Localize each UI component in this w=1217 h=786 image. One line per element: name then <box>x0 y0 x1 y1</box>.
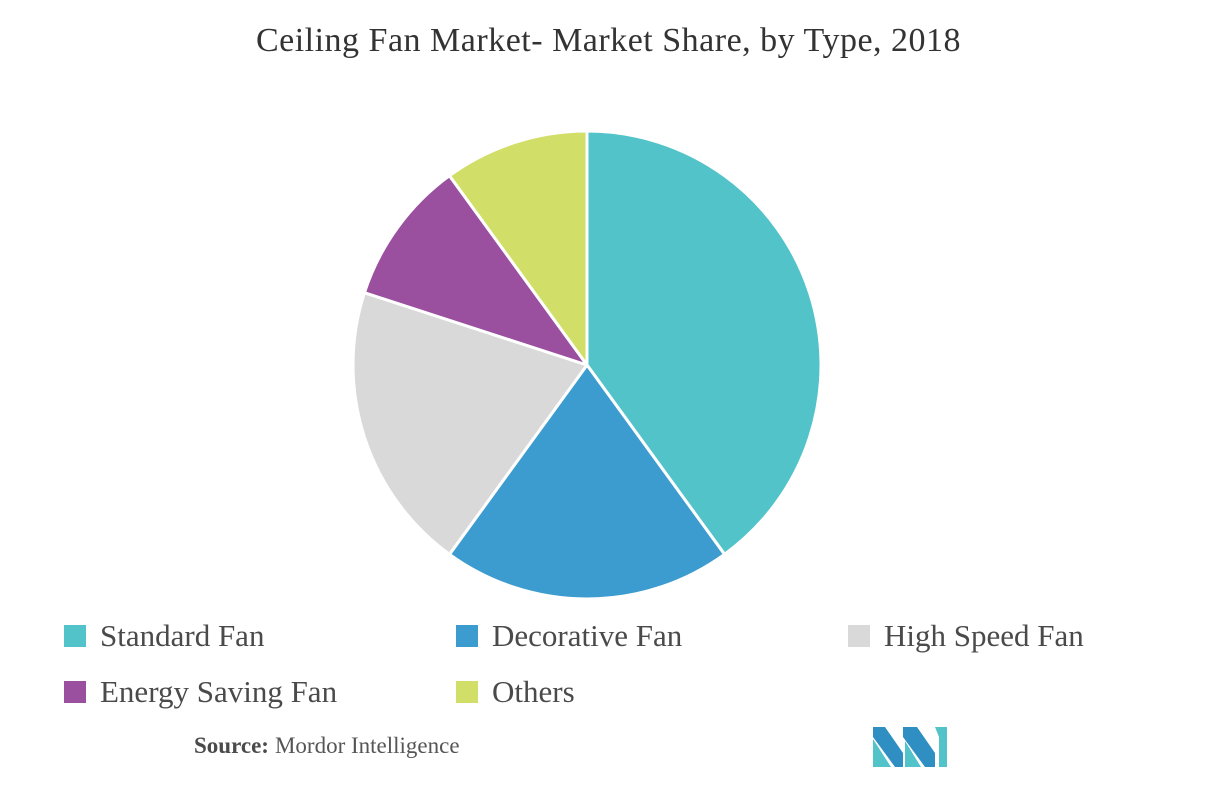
legend-item-others: Others <box>456 672 575 712</box>
mordor-intelligence-logo-icon <box>873 727 947 767</box>
source-value: Mordor Intelligence <box>274 733 460 758</box>
legend-item-high-speed-fan: High Speed Fan <box>848 616 1084 656</box>
logo-left-accent <box>873 739 891 767</box>
pie-slices <box>351 129 823 601</box>
source-label: Source: <box>194 733 269 758</box>
legend-swatch-decorative-fan <box>456 625 478 647</box>
chart-title: Ceiling Fan Market- Market Share, by Typ… <box>255 22 962 59</box>
legend-label-standard-fan: Standard Fan <box>100 618 265 653</box>
legend-label-decorative-fan: Decorative Fan <box>492 618 683 653</box>
logo-left-shape <box>873 727 903 767</box>
legend-item-decorative-fan: Decorative Fan <box>456 616 682 656</box>
pie-slice-standard-fan <box>585 129 823 556</box>
pie-slice-others <box>447 129 589 367</box>
legend-label-others: Others <box>492 674 575 709</box>
legend-swatch-high-speed-fan <box>848 625 870 647</box>
legend-item-energy-saving-fan: Energy Saving Fan <box>64 672 337 712</box>
legend-label-energy-saving-fan: Energy Saving Fan <box>100 674 338 709</box>
legend-swatch-standard-fan <box>64 625 86 647</box>
pie-slice-decorative-fan <box>447 363 727 601</box>
chart-legend: Standard Fan Decorative Fan High Speed F… <box>0 612 1217 732</box>
legend-swatch-energy-saving-fan <box>64 681 86 703</box>
legend-swatch-others <box>456 681 478 703</box>
pie-slice-energy-saving-fan <box>362 174 589 367</box>
logo-middle-accent <box>905 741 921 767</box>
legend-label-high-speed-fan: High Speed Fan <box>884 618 1084 653</box>
pie-chart <box>351 129 823 601</box>
legend-item-standard-fan: Standard Fan <box>64 616 264 656</box>
source-note: Source: Mordor Intelligence <box>194 733 460 759</box>
logo-right-shape <box>935 727 947 767</box>
logo-middle-shape <box>903 727 935 767</box>
pie-slice-high-speed-fan <box>351 291 589 556</box>
